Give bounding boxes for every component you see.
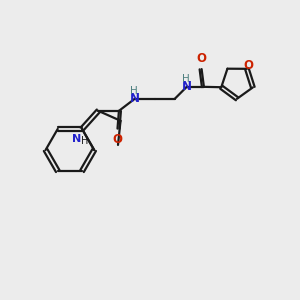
Text: O: O: [196, 52, 207, 65]
Text: O: O: [243, 59, 254, 73]
Text: N: N: [182, 80, 192, 93]
Text: N: N: [130, 92, 140, 105]
Text: H: H: [130, 86, 138, 96]
Text: N: N: [72, 134, 82, 144]
Text: O: O: [112, 133, 122, 146]
Text: H: H: [182, 74, 190, 84]
Text: H: H: [81, 136, 88, 146]
